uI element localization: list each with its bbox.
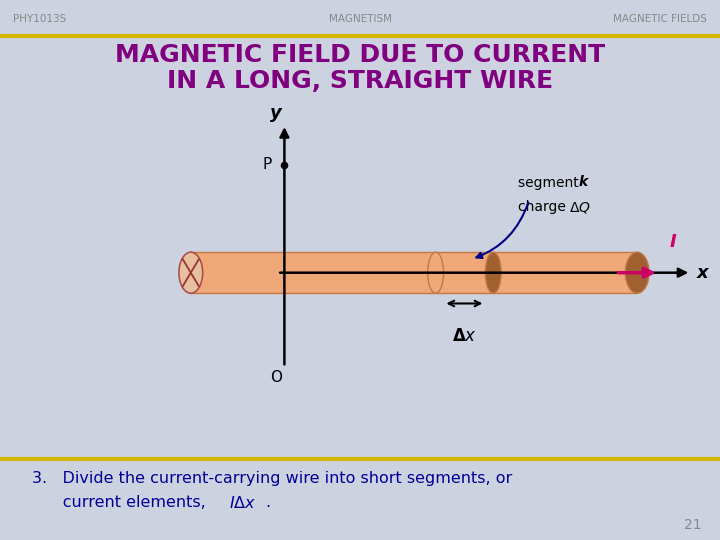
Text: 21: 21 xyxy=(685,518,702,532)
Text: k: k xyxy=(578,176,588,190)
Text: 3.   Divide the current-carrying wire into short segments, or: 3. Divide the current-carrying wire into… xyxy=(32,471,513,486)
Text: $\Delta Q$: $\Delta Q$ xyxy=(569,200,590,215)
Text: $I\Delta x$: $I\Delta x$ xyxy=(229,495,256,511)
Text: MAGNETIC FIELDS: MAGNETIC FIELDS xyxy=(613,14,707,24)
Text: I: I xyxy=(670,233,676,251)
Ellipse shape xyxy=(625,252,649,293)
Text: $\mathbf{\Delta}$$\mathit{x}$: $\mathbf{\Delta}$$\mathit{x}$ xyxy=(452,327,477,345)
Text: y: y xyxy=(270,104,282,122)
Text: charge: charge xyxy=(518,200,571,214)
Text: PHY1013S: PHY1013S xyxy=(13,14,66,24)
Text: segment: segment xyxy=(518,176,583,190)
Bar xyxy=(191,252,637,293)
Text: MAGNETISM: MAGNETISM xyxy=(328,14,392,24)
Text: P: P xyxy=(262,157,271,172)
Text: current elements,: current elements, xyxy=(32,495,211,510)
FancyArrowPatch shape xyxy=(477,202,528,258)
Text: .: . xyxy=(265,495,270,510)
Ellipse shape xyxy=(485,252,501,293)
Text: MAGNETIC FIELD DUE TO CURRENT: MAGNETIC FIELD DUE TO CURRENT xyxy=(115,43,605,67)
Ellipse shape xyxy=(179,252,203,293)
Text: IN A LONG, STRAIGHT WIRE: IN A LONG, STRAIGHT WIRE xyxy=(167,69,553,93)
Ellipse shape xyxy=(428,252,444,293)
Text: x: x xyxy=(697,264,708,282)
Text: O: O xyxy=(270,370,282,385)
